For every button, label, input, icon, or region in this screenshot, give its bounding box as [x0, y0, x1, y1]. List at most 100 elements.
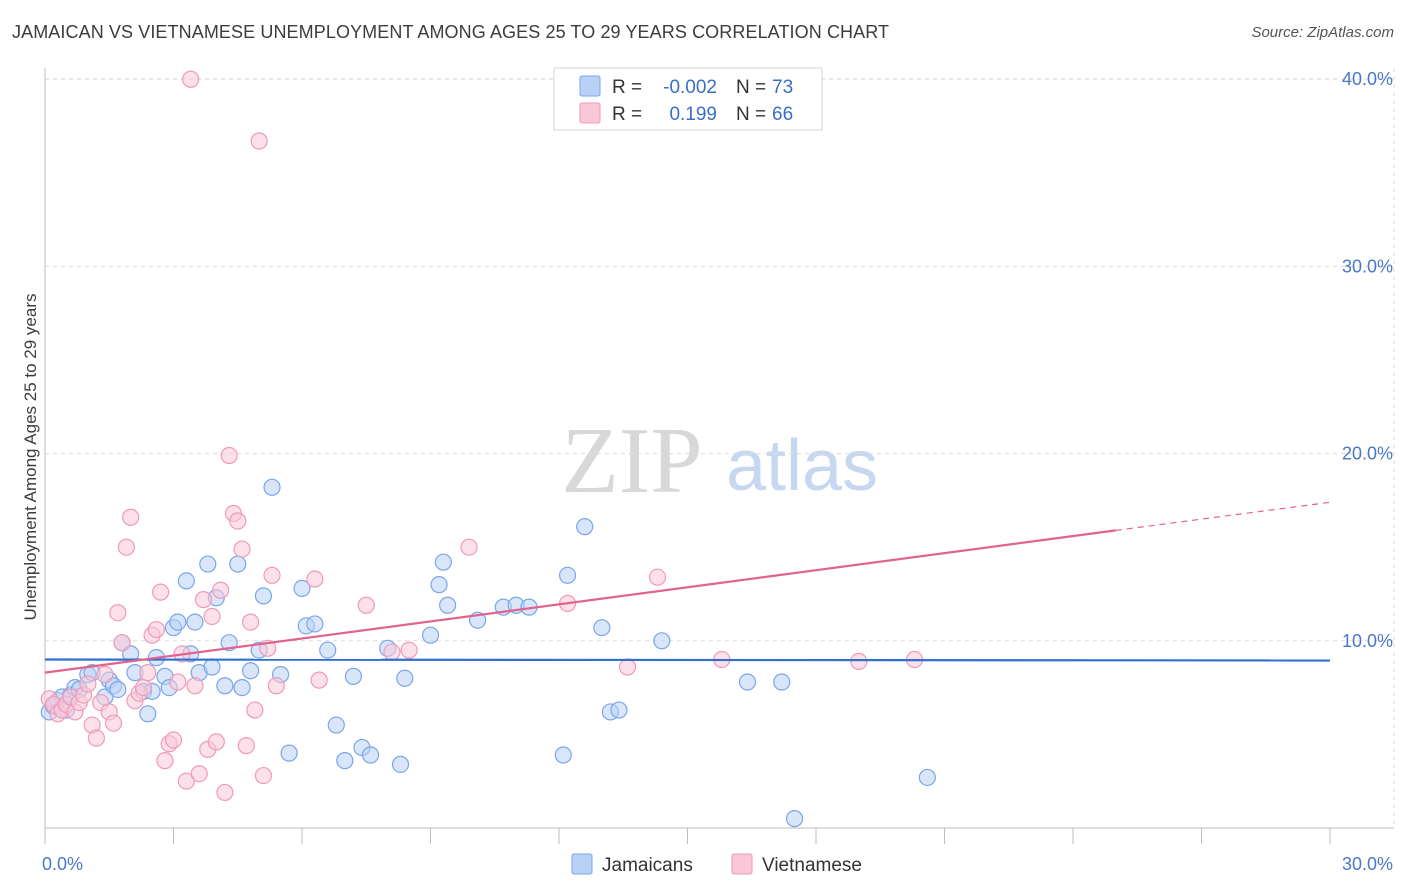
jamaican-point — [576, 518, 594, 536]
vietnamese-point — [104, 714, 123, 732]
vietnamese-point — [152, 583, 170, 601]
legend-swatch-jamaicans — [579, 75, 601, 97]
vietnamese-point — [242, 613, 260, 631]
watermark-atlas: atlas — [726, 426, 878, 506]
vietnamese-point — [182, 70, 200, 88]
vietnamese-point — [212, 581, 230, 599]
vietnamese-point — [109, 604, 127, 622]
x-tick-label-min: 0.0% — [42, 854, 83, 874]
vietnamese-trend-line — [44, 529, 1116, 674]
jamaican-point — [306, 615, 324, 633]
vietnamese-point — [139, 664, 157, 682]
legend-n-value-2: 66 — [772, 104, 793, 125]
y-tick-label: 10.0% — [1342, 631, 1393, 651]
jamaican-point — [216, 677, 234, 695]
jamaican-point — [293, 579, 311, 597]
vietnamese-point — [207, 733, 225, 751]
vietnamese-point — [186, 677, 204, 695]
legend-n-label-2: N = — [736, 104, 766, 125]
legend-r-value-2: 0.199 — [669, 104, 717, 125]
vietnamese-point — [79, 675, 97, 693]
legend-r-label-1: R = — [612, 77, 642, 98]
bottom-legend: Jamaicans Vietnamese — [571, 853, 862, 876]
jamaican-point — [280, 744, 298, 762]
jamaican-point — [139, 705, 157, 723]
vietnamese-point — [618, 658, 637, 676]
stats-legend: R = -0.002 N = 73 R = 0.199 N = 66 — [553, 67, 823, 131]
vietnamese-point — [117, 538, 135, 556]
jamaican-point — [653, 632, 671, 650]
vietnamese-point — [87, 729, 106, 747]
vietnamese-point — [156, 752, 174, 770]
bottom-legend-swatch-vietnamese — [731, 853, 753, 875]
bottom-legend-label-jamaicans: Jamaicans — [602, 855, 693, 876]
jamaican-point — [327, 716, 345, 734]
vietnamese-point — [96, 665, 114, 684]
jamaican-point — [229, 555, 247, 573]
y-tick-label: 40.0% — [1342, 69, 1393, 89]
vietnamese-point — [460, 538, 478, 556]
vietnamese-point — [648, 568, 667, 586]
vietnamese-point — [169, 673, 187, 691]
jamaican-point — [186, 613, 204, 631]
vietnamese-point — [203, 607, 221, 626]
legend-n-value-1: 73 — [772, 77, 793, 98]
vietnamese-point — [306, 570, 324, 588]
vietnamese-point — [383, 643, 401, 661]
y-tick-label: 20.0% — [1342, 444, 1393, 464]
vietnamese-point — [850, 652, 868, 670]
vietnamese-point — [263, 566, 281, 584]
jamaican-point — [344, 667, 362, 685]
chart-source: Source: ZipAtlas.com — [1251, 24, 1394, 41]
legend-swatch-vietnamese — [579, 102, 601, 124]
jamaican-point — [361, 746, 380, 764]
vietnamese-point — [177, 772, 195, 790]
vietnamese-point — [220, 446, 238, 465]
watermark-zip: ZIP — [562, 409, 703, 513]
jamaican-point — [738, 673, 757, 691]
legend-n-label-1: N = — [736, 77, 766, 98]
jamaican-point — [421, 626, 440, 644]
vietnamese-point — [267, 677, 285, 695]
jamaican-point — [593, 619, 611, 637]
vietnamese-point — [216, 783, 234, 802]
trend-layer — [44, 501, 1331, 674]
jamaican-point — [169, 613, 187, 631]
jamaican-point — [254, 587, 273, 605]
jamaican-point — [558, 566, 577, 584]
vietnamese-point — [122, 508, 140, 526]
vietnamese-point — [134, 679, 153, 697]
vietnamese-trend-extension — [1115, 501, 1331, 531]
jamaican-point — [203, 658, 221, 676]
jamaican-point — [773, 673, 791, 691]
jamaican-point — [336, 752, 354, 770]
jamaican-point — [319, 641, 337, 659]
legend-r-label-2: R = — [612, 104, 642, 125]
y-axis-title: Unemployment Among Ages 25 to 29 years — [21, 294, 40, 621]
jamaican-point — [199, 555, 217, 573]
jamaican-point — [233, 679, 251, 697]
jamaican-point — [391, 755, 410, 773]
jamaican-trend-line — [44, 658, 1331, 662]
jamaican-point — [785, 810, 804, 828]
axis-layer: 10.0% 20.0% 30.0% 40.0% 0.0% 30.0% — [42, 68, 1394, 874]
jamaican-point — [918, 768, 936, 787]
vietnamese-point — [229, 512, 247, 530]
vietnamese-point — [254, 766, 273, 785]
jamaican-point — [177, 572, 195, 590]
vietnamese-point — [147, 620, 165, 639]
jamaican-point — [430, 576, 448, 594]
bottom-legend-label-vietnamese: Vietnamese — [762, 855, 862, 876]
vietnamese-point — [164, 731, 183, 749]
vietnamese-point — [190, 765, 208, 783]
points-layer — [40, 70, 936, 828]
watermark: ZIP atlas — [562, 409, 879, 513]
vietnamese-point — [250, 132, 268, 150]
vietnamese-point — [233, 540, 251, 558]
vietnamese-point — [237, 737, 255, 755]
jamaican-point — [396, 669, 414, 687]
x-tick-label-max: 30.0% — [1342, 854, 1393, 874]
jamaican-point — [263, 478, 281, 496]
vietnamese-point — [113, 634, 131, 652]
